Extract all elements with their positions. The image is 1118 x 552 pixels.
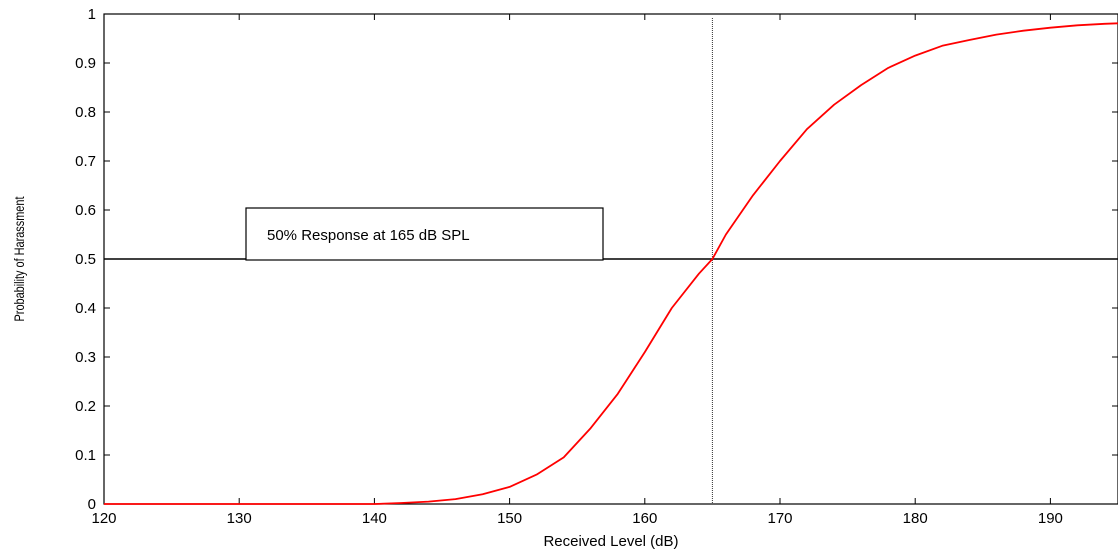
y-tick-label: 0.8 (75, 104, 96, 121)
x-tick-label: 150 (497, 510, 522, 527)
series-line-0 (104, 22, 1118, 505)
y-tick-label: 1 (88, 6, 96, 23)
x-tick-label: 140 (362, 510, 387, 527)
x-tick-label: 180 (903, 510, 928, 527)
annotation-text: 50% Response at 165 dB SPL (267, 227, 470, 244)
series-layer (104, 22, 1118, 505)
y-tick-label: 0.1 (75, 447, 96, 464)
reference-lines (104, 18, 1118, 504)
y-tick-label: 0.7 (75, 153, 96, 170)
x-tick-label: 190 (1038, 510, 1063, 527)
annotation-box (245, 207, 604, 261)
x-tick-label: 120 (91, 510, 116, 527)
y-tick-label: 0.5 (75, 251, 96, 268)
annotation-layer: 50% Response at 165 dB SPL (245, 207, 604, 261)
x-tick-label: 130 (227, 510, 252, 527)
y-axis-label: Probability of Harassment (12, 196, 28, 321)
y-ticks: 0 0.1 0.2 0.3 0.4 0.5 0.6 0.7 0.8 0.9 1 (75, 6, 1118, 513)
y-tick-label: 0.3 (75, 349, 96, 366)
x-tick-label: 160 (632, 510, 657, 527)
y-tick-label: 0 (88, 496, 96, 513)
y-tick-label: 0.4 (75, 300, 96, 317)
x-ticks: 120 130 140 150 160 170 180 190 (91, 14, 1063, 527)
y-tick-label: 0.2 (75, 398, 96, 415)
y-tick-label: 0.9 (75, 55, 96, 72)
x-axis-label: Received Level (dB) (543, 533, 678, 550)
y-tick-label: 0.6 (75, 202, 96, 219)
x-tick-label: 170 (767, 510, 792, 527)
